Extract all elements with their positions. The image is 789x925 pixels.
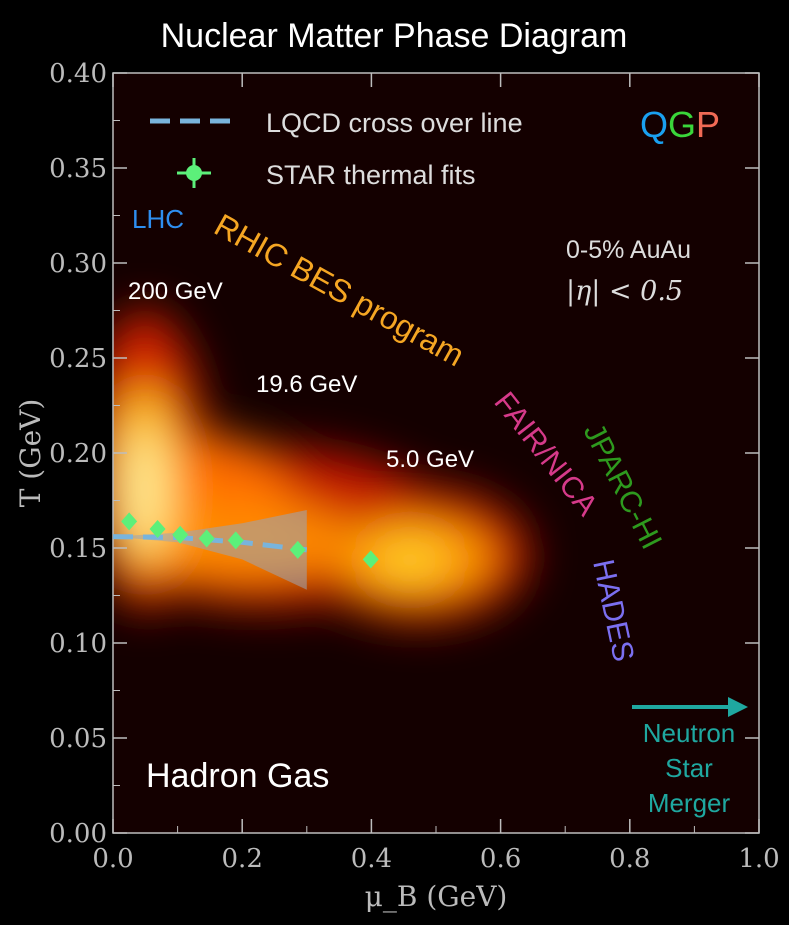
neutron-label: Neutron xyxy=(643,718,736,748)
y-tick-label: 0.10 xyxy=(49,629,107,659)
star-data-point xyxy=(227,531,244,550)
chart-title: Nuclear Matter Phase Diagram xyxy=(161,17,628,55)
y-tick-label: 0.05 xyxy=(49,724,107,754)
star-data-point xyxy=(198,529,215,548)
star-series xyxy=(121,512,379,569)
star-data-point xyxy=(362,550,379,569)
star-label: Star xyxy=(665,753,713,783)
legend-star-swatch xyxy=(177,158,211,188)
y-axis-label: T (GeV) xyxy=(14,399,47,508)
energy-196-label: 19.6 GeV xyxy=(256,371,357,398)
hadron-gas-label: Hadron Gas xyxy=(146,757,329,795)
y-tick-label: 0.15 xyxy=(49,534,107,564)
x-tick-label: 1.0 xyxy=(738,844,779,874)
y-tick-label: 0.00 xyxy=(49,819,107,849)
legend-star-label: STAR thermal fits xyxy=(266,160,476,190)
x-tick-label: 0.6 xyxy=(480,844,521,874)
qgp-p: P xyxy=(696,104,720,145)
x-axis-ticks: 0.0 0.2 0.4 0.6 0.8 1.0 xyxy=(92,73,780,874)
energy-50-label: 5.0 GeV xyxy=(386,446,474,473)
qgp-label: QGP xyxy=(640,104,720,145)
eta-label: |η| < 0.5 xyxy=(566,276,683,307)
star-marker xyxy=(198,529,215,548)
legend-lqcd-label: LQCD cross over line xyxy=(266,108,523,138)
qgp-q: Q xyxy=(640,104,668,145)
y-tick-label: 0.20 xyxy=(49,439,107,469)
lhc-label: LHC xyxy=(132,204,184,234)
star-data-point xyxy=(121,512,138,531)
star-marker xyxy=(172,525,189,544)
star-data-point xyxy=(149,520,166,538)
x-tick-label: 0.2 xyxy=(222,844,263,874)
star-marker xyxy=(362,550,379,569)
energy-200-label: 200 GeV xyxy=(128,278,223,305)
merger-label: Merger xyxy=(648,788,731,818)
star-data-point xyxy=(172,525,189,544)
legend: LQCD cross over line STAR thermal fits xyxy=(150,108,523,190)
y-axis-ticks: 0.00 0.05 0.10 0.15 0.20 0.25 0.30 0.35 0.40 xyxy=(49,59,759,849)
x-tick-label: 0.4 xyxy=(351,844,392,874)
star-marker xyxy=(227,531,244,550)
star-data-point xyxy=(289,540,306,559)
star-marker xyxy=(289,540,306,559)
star-marker xyxy=(149,520,166,538)
y-tick-label: 0.35 xyxy=(49,154,107,184)
qgp-g: G xyxy=(668,104,696,145)
auau-label: 0-5% AuAu xyxy=(566,236,691,264)
y-tick-label: 0.25 xyxy=(49,344,107,374)
y-tick-label: 0.30 xyxy=(49,249,107,279)
x-axis-label: μ_B (GeV) xyxy=(365,880,508,913)
y-tick-label: 0.40 xyxy=(49,59,107,89)
star-marker xyxy=(121,512,138,531)
lqcd-uncertainty-band xyxy=(113,510,307,590)
x-tick-label: 0.8 xyxy=(609,844,650,874)
x-tick-label: 0.0 xyxy=(92,844,133,874)
neutron-star-merger-arrow xyxy=(632,697,748,717)
